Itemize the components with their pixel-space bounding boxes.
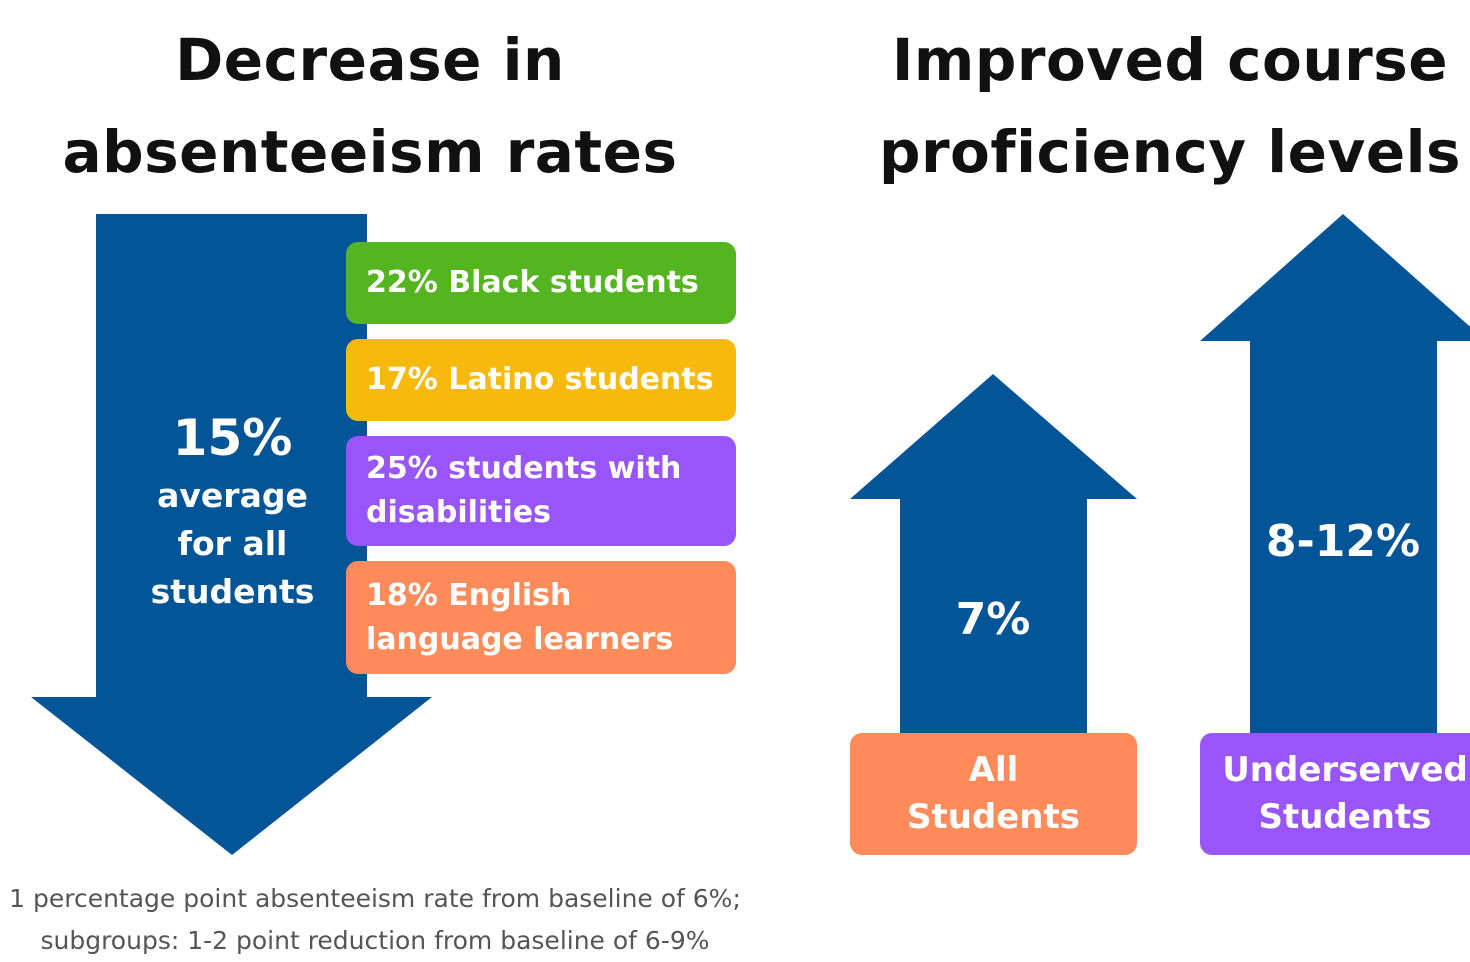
all-students-label-line2: Students (906, 797, 1081, 837)
average-label-line2: for all (177, 524, 288, 563)
all-students-box: All Students (850, 733, 1137, 855)
footnote-line2: subgroups: 1-2 point reduction from base… (40, 926, 710, 955)
absenteeism-heading: Decrease in absenteeism rates (20, 14, 720, 198)
all-students-label-line1: All (968, 750, 1019, 790)
proficiency-heading-line1: Improved course (891, 26, 1449, 94)
subgroup-box-english-language-learners: 18% English language learners (346, 561, 736, 674)
underserved-students-label-line1: Underserved (1222, 750, 1468, 790)
average-label-line3: students (150, 572, 315, 611)
subgroup-label: 18% English language learners (366, 577, 674, 657)
subgroup-label: 22% Black students (366, 265, 699, 300)
proficiency-heading: Improved course proficiency levels (820, 14, 1470, 198)
up-arrow-all-students (850, 374, 1137, 740)
underserved-students-box: Underserved Students (1200, 733, 1470, 855)
up-arrow-underserved-students (1200, 214, 1470, 740)
proficiency-heading-line2: proficiency levels (878, 118, 1462, 186)
average-label: average for all students (140, 472, 325, 616)
absenteeism-heading-line1: Decrease in (175, 26, 565, 94)
down-arrow (31, 214, 432, 855)
subgroup-box-students-with-disabilities: 25% students with disabilities (346, 436, 736, 546)
all-students-percent: 7% (955, 594, 1031, 645)
underserved-students-percent: 8-12% (1265, 516, 1421, 567)
subgroup-box-latino-students: 17% Latino students (346, 339, 736, 421)
subgroup-label: 17% Latino students (366, 362, 714, 397)
absenteeism-heading-line2: absenteeism rates (62, 118, 678, 186)
underserved-students-label-line2: Students (1258, 797, 1432, 837)
average-percent: 15% (172, 409, 293, 467)
average-label-line1: average (157, 476, 308, 515)
subgroup-box-black-students: 22% Black students (346, 242, 736, 324)
subgroup-label: 25% students with disabilities (366, 451, 682, 530)
footnote-line1: 1 percentage point absenteeism rate from… (9, 884, 741, 913)
